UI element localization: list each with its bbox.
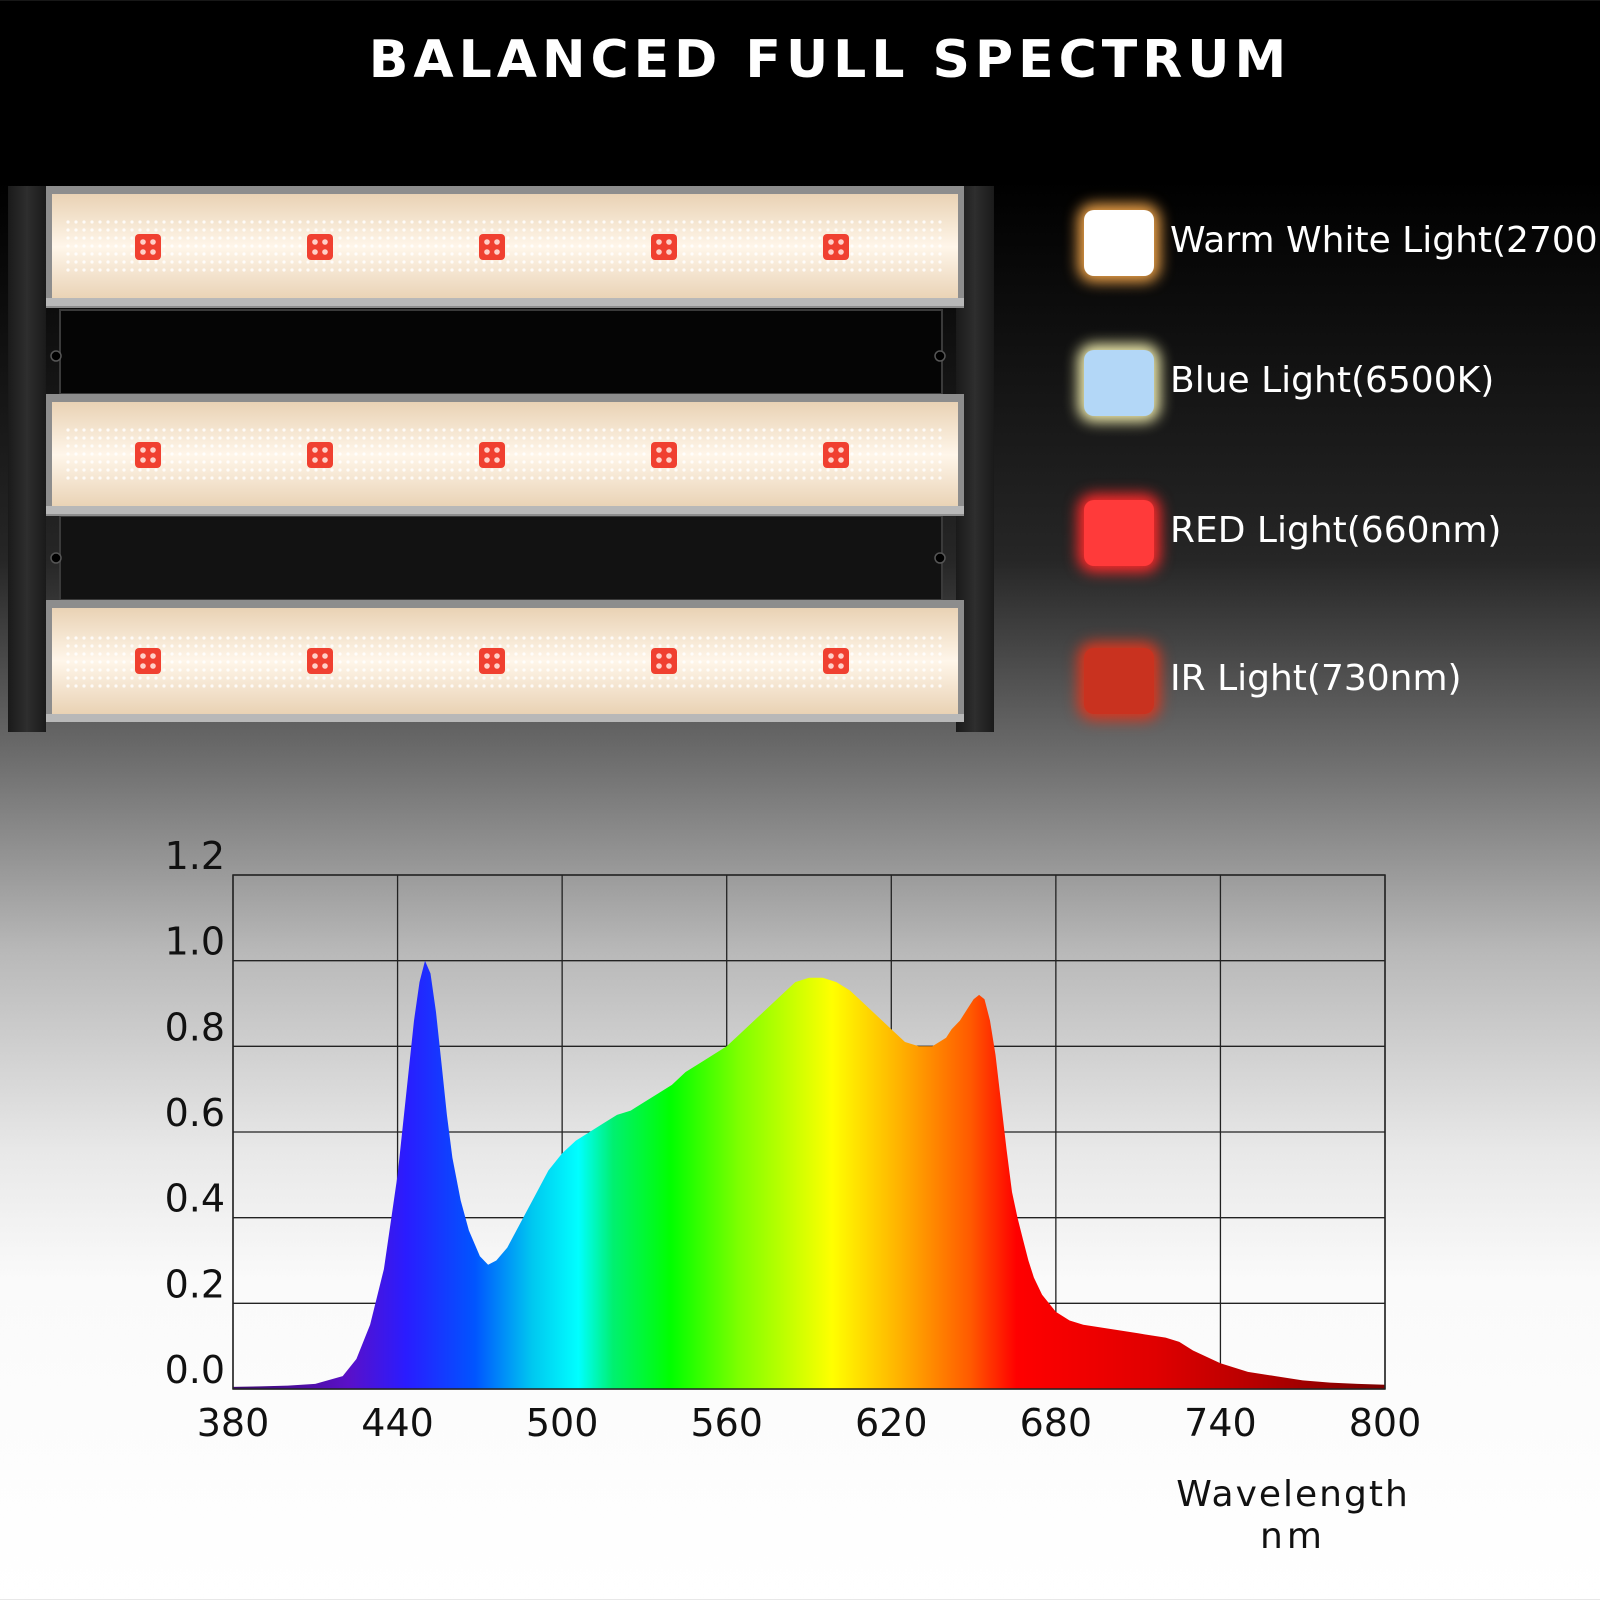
y-tick-label: 1.0 xyxy=(165,920,225,964)
x-tick-label: 500 xyxy=(526,1401,599,1445)
y-tick-label: 0.8 xyxy=(165,1005,225,1049)
red-swatch xyxy=(1084,500,1154,566)
plot-frame xyxy=(232,874,1386,1390)
x-tick-label: 380 xyxy=(197,1401,270,1445)
red-led-cluster xyxy=(651,648,677,674)
led-grow-light-fixture xyxy=(8,186,994,732)
red-led-cluster xyxy=(135,648,161,674)
x-axis-unit: nm xyxy=(1260,1516,1326,1557)
legend-label-warm-white: Warm White Light(2700K) xyxy=(1170,220,1600,261)
blue-swatch xyxy=(1084,350,1154,416)
x-axis-label: Wavelength xyxy=(1176,1474,1410,1515)
y-tick-label: 0.6 xyxy=(165,1091,225,1135)
red-led-cluster xyxy=(479,648,505,674)
x-tick-labels: 380 440 500 560 620 680 740 800 xyxy=(197,1401,1422,1445)
x-tick-label: 740 xyxy=(1184,1401,1257,1445)
y-tick-label: 0.4 xyxy=(165,1177,225,1221)
red-led-cluster xyxy=(823,234,849,260)
y-tick-label: 0.0 xyxy=(165,1348,225,1392)
legend-label-red: RED Light(660nm) xyxy=(1170,510,1502,551)
spectrum-chart: 0.0 0.2 0.4 0.6 0.8 1.0 1.2 380 440 500 560 620 680… xyxy=(165,834,1422,1557)
legend: Warm White Light(2700K) Blue Light(6500K… xyxy=(1084,210,1600,730)
x-tick-label: 560 xyxy=(690,1401,763,1445)
y-tick-label: 1.2 xyxy=(165,834,225,878)
warm-white-swatch xyxy=(1084,210,1154,276)
red-led-cluster xyxy=(307,234,333,260)
fixture-gap-lower xyxy=(59,515,943,601)
x-tick-label: 440 xyxy=(361,1401,434,1445)
red-led-cluster xyxy=(823,648,849,674)
red-led-cluster xyxy=(135,442,161,468)
legend-label-ir: IR Light(730nm) xyxy=(1170,658,1462,699)
legend-item-ir: IR Light(730nm) xyxy=(1084,648,1600,714)
red-led-cluster xyxy=(479,442,505,468)
legend-item-red: RED Light(660nm) xyxy=(1084,500,1600,566)
ir-swatch xyxy=(1084,648,1154,714)
red-led-cluster xyxy=(651,234,677,260)
red-led-cluster xyxy=(307,648,333,674)
red-led-clusters xyxy=(135,234,849,674)
red-led-cluster xyxy=(135,234,161,260)
page-title: BALANCED FULL SPECTRUM xyxy=(368,30,1292,90)
legend-item-warm-white: Warm White Light(2700K) xyxy=(1084,210,1600,276)
red-led-cluster xyxy=(823,442,849,468)
fixture-gap-upper xyxy=(59,309,943,395)
y-tick-labels: 0.0 0.2 0.4 0.6 0.8 1.0 1.2 xyxy=(165,834,225,1392)
fixture-side-rail-left xyxy=(8,186,46,732)
legend-item-blue: Blue Light(6500K) xyxy=(1084,350,1600,416)
x-tick-label: 800 xyxy=(1349,1401,1422,1445)
red-led-cluster xyxy=(479,234,505,260)
x-tick-label: 620 xyxy=(855,1401,928,1445)
y-tick-label: 0.2 xyxy=(165,1262,225,1306)
x-tick-label: 680 xyxy=(1020,1401,1093,1445)
red-led-cluster xyxy=(651,442,677,468)
legend-label-blue: Blue Light(6500K) xyxy=(1170,360,1495,401)
spectrum-area xyxy=(233,960,1385,1389)
red-led-cluster xyxy=(307,442,333,468)
